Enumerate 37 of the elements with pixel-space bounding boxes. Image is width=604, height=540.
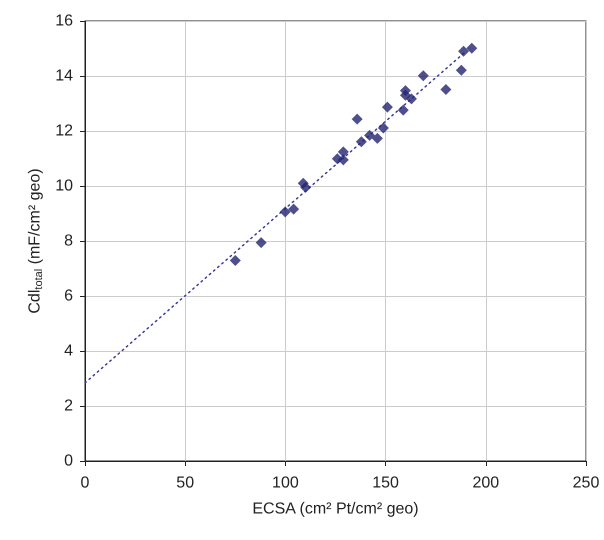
point (466, 42, 478, 54)
x-tick-label: 150 (372, 474, 400, 492)
point (300, 182, 312, 193)
y-axis-title: Cdltotal (mF/cm² geo) (26, 168, 45, 314)
y-tick-label: 8 (64, 232, 74, 250)
point (280, 206, 291, 218)
x-axis-title: ECSA (cm² Pt/cm² geo) (252, 500, 419, 518)
point (288, 204, 300, 215)
point (364, 130, 376, 141)
point (418, 70, 429, 82)
point (440, 84, 452, 95)
y-tick-label: 0 (64, 452, 74, 470)
x-tick-label: 50 (176, 474, 194, 492)
y-tick-label: 2 (64, 398, 74, 414)
point (406, 93, 417, 104)
x-tick-label: 0 (80, 474, 90, 492)
y-tick-label: 6 (64, 288, 74, 304)
y-tick-label: 14 (55, 68, 74, 84)
x-tick-label: 100 (272, 474, 299, 492)
x-tick-label: 200 (472, 474, 500, 492)
point (338, 146, 349, 158)
point (230, 255, 241, 266)
point (398, 104, 409, 116)
point (256, 237, 267, 248)
point (352, 114, 363, 125)
point (372, 132, 383, 144)
point (458, 46, 470, 57)
y-tick-label: 12 (55, 122, 74, 140)
point (378, 122, 389, 134)
point (456, 64, 467, 76)
point (382, 102, 393, 113)
point (338, 154, 349, 166)
y-tick-label: 16 (55, 12, 74, 30)
x-tick-label: 250 (572, 474, 600, 492)
point (356, 136, 367, 148)
y-tick-label: 4 (64, 342, 74, 360)
y-tick-label: 10 (55, 178, 74, 194)
